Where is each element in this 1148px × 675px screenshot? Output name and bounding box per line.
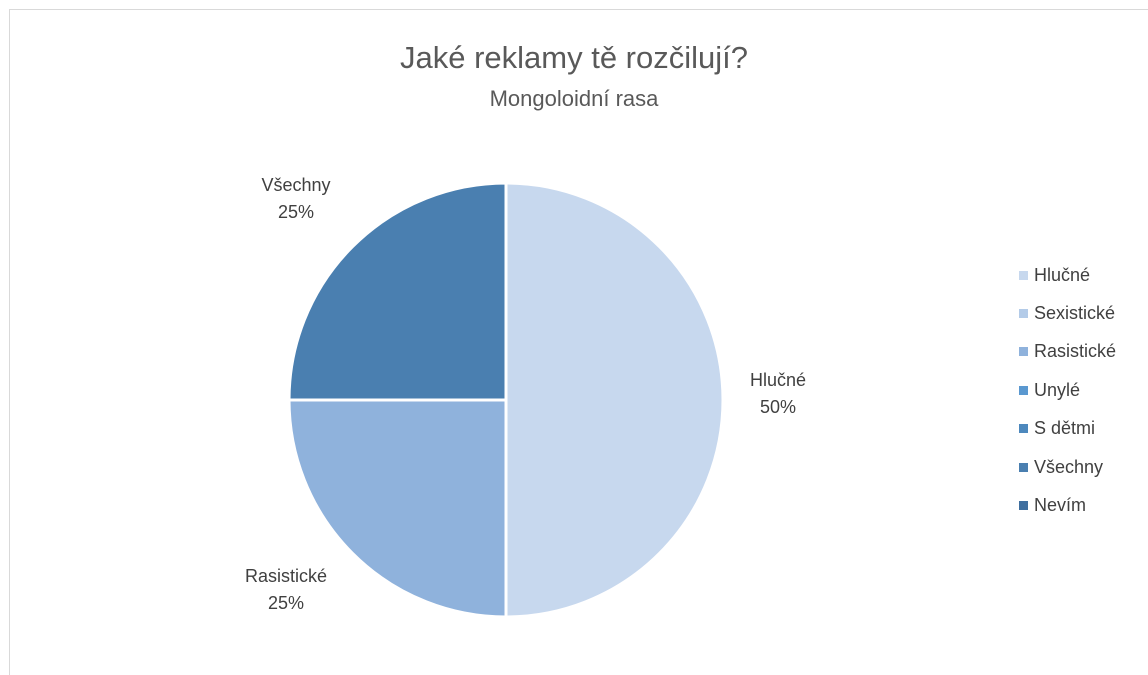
chart-subtitle: Mongoloidní rasa — [489, 86, 659, 111]
legend-label: Hlučné — [1034, 264, 1091, 285]
legend-item: Hlučné — [1019, 256, 1148, 294]
legend-label: Unylé — [1034, 379, 1081, 400]
legend-swatch — [1019, 424, 1028, 434]
legend-item: Všechny — [1019, 448, 1148, 486]
legend-item: Unylé — [1019, 371, 1148, 409]
data-label-percent: 50% — [760, 397, 796, 417]
data-label-name: Hlučné — [750, 370, 806, 390]
chart-legend: Hlučné Sexistické Rasistické Unylé S dětmi Vš… — [1019, 256, 1148, 525]
legend-swatch — [1019, 385, 1028, 395]
pie-data-labels: Hlučné 50% Rasistické 25% Všechny 25% — [245, 175, 806, 613]
data-label-name: Rasistické — [245, 566, 327, 586]
chart-title: Jaké reklamy tě rozčilují? — [399, 40, 748, 75]
legend-label: S dětmi — [1034, 418, 1096, 439]
legend-item: Rasistické — [1019, 333, 1148, 371]
data-label-vsechny: Všechny 25% — [261, 175, 330, 222]
data-label-percent: 25% — [268, 593, 304, 613]
legend-label: Všechny — [1034, 456, 1104, 477]
data-label-name: Všechny — [261, 175, 330, 195]
legend-label: Sexistické — [1034, 303, 1116, 324]
legend-swatch — [1019, 347, 1028, 357]
legend-swatch — [1019, 309, 1028, 319]
pie-slice-rasisticke — [287, 398, 508, 619]
data-label-rasisticke: Rasistické 25% — [245, 566, 327, 613]
data-label-hlucne: Hlučné 50% — [750, 370, 806, 417]
pie-slice-hlucne — [504, 181, 725, 619]
legend-swatch — [1019, 270, 1028, 280]
legend-swatch — [1019, 501, 1028, 511]
chart-frame — [9, 9, 1148, 675]
legend-label: Nevím — [1034, 495, 1087, 516]
legend-item: S dětmi — [1019, 410, 1148, 448]
data-label-percent: 25% — [278, 202, 314, 222]
pie-slice-vsechny — [287, 181, 508, 402]
legend-item: Nevím — [1019, 486, 1148, 524]
legend-item: Sexistické — [1019, 294, 1148, 332]
pie-slices — [287, 181, 725, 619]
legend-label: Rasistické — [1034, 341, 1117, 362]
legend-swatch — [1019, 462, 1028, 472]
